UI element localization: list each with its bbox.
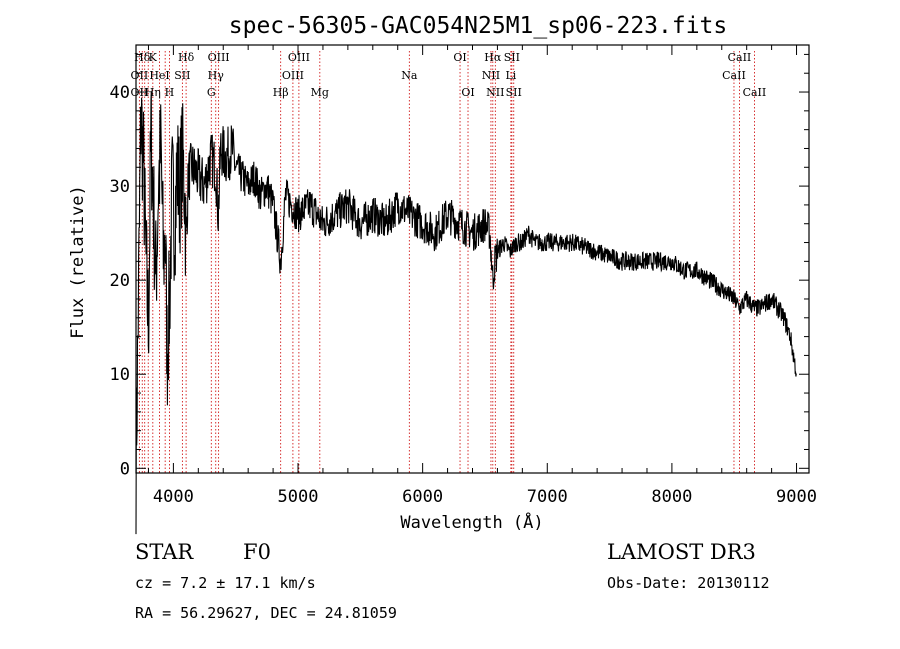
line-label: Hη: [145, 86, 161, 99]
line-label: OIII: [288, 51, 310, 64]
line-label: NII: [486, 86, 504, 99]
line-label: CaII: [743, 86, 767, 99]
object-class: STAR: [135, 540, 194, 564]
line-label: Li: [505, 69, 516, 82]
line-label: HeI: [149, 69, 169, 82]
line-label: G: [207, 86, 216, 99]
line-label: OIII: [208, 51, 230, 64]
x-axis-ticks: 4000 5000 6000 7000 8000 9000: [147, 45, 817, 507]
line-label: OII: [131, 69, 149, 82]
y-tick-label: 40: [110, 83, 130, 103]
line-label: OI: [453, 51, 466, 64]
y-tick-label: 30: [110, 177, 130, 197]
x-tick-label: 6000: [402, 487, 443, 507]
y-tick-label: 0: [120, 459, 130, 479]
y-tick-label: 20: [110, 271, 130, 291]
line-label: OIII: [282, 69, 304, 82]
line-label: CaII: [722, 69, 746, 82]
chart-title: spec-56305-GAC054N25M1_sp06-223.fits: [229, 13, 728, 39]
line-label: Hα: [484, 51, 502, 64]
line-label: SII: [506, 86, 522, 99]
x-axis-label: Wavelength (Å): [400, 511, 543, 533]
x-tick-label: 5000: [278, 487, 319, 507]
line-label: Hβ: [273, 86, 289, 99]
y-tick-label: 10: [110, 365, 130, 385]
x-tick-label: 8000: [651, 487, 692, 507]
line-label: Na: [401, 69, 418, 82]
line-label: Hγ: [208, 69, 225, 82]
x-tick-label: 4000: [153, 487, 194, 507]
redshift-cz: cz = 7.2 ± 17.1 km/s: [135, 574, 316, 592]
observation-date: Obs-Date: 20130112: [607, 574, 770, 592]
survey-name: LAMOST DR3: [607, 540, 756, 564]
spectrum-line: [135, 91, 797, 535]
x-tick-label: 9000: [776, 487, 817, 507]
coordinates: RA = 56.29627, DEC = 24.81059: [135, 604, 397, 622]
line-label: CaII: [728, 51, 752, 64]
y-axis-label: Flux (relative): [68, 185, 88, 339]
plot-frame: [135, 44, 810, 474]
line-label: SII: [504, 51, 520, 64]
x-tick-label: 7000: [527, 487, 568, 507]
object-subclass: F0: [243, 540, 271, 564]
line-label: OI: [461, 86, 474, 99]
y-axis-ticks: 0 10 20 30 40: [110, 53, 809, 479]
emission-line-markers: [138, 51, 755, 473]
line-label: Mg: [311, 86, 329, 99]
line-label: K: [149, 51, 158, 64]
line-label: SII: [174, 69, 190, 82]
line-label: Hδ: [178, 51, 195, 64]
line-label: H: [165, 86, 175, 99]
line-label: NII: [482, 69, 500, 82]
